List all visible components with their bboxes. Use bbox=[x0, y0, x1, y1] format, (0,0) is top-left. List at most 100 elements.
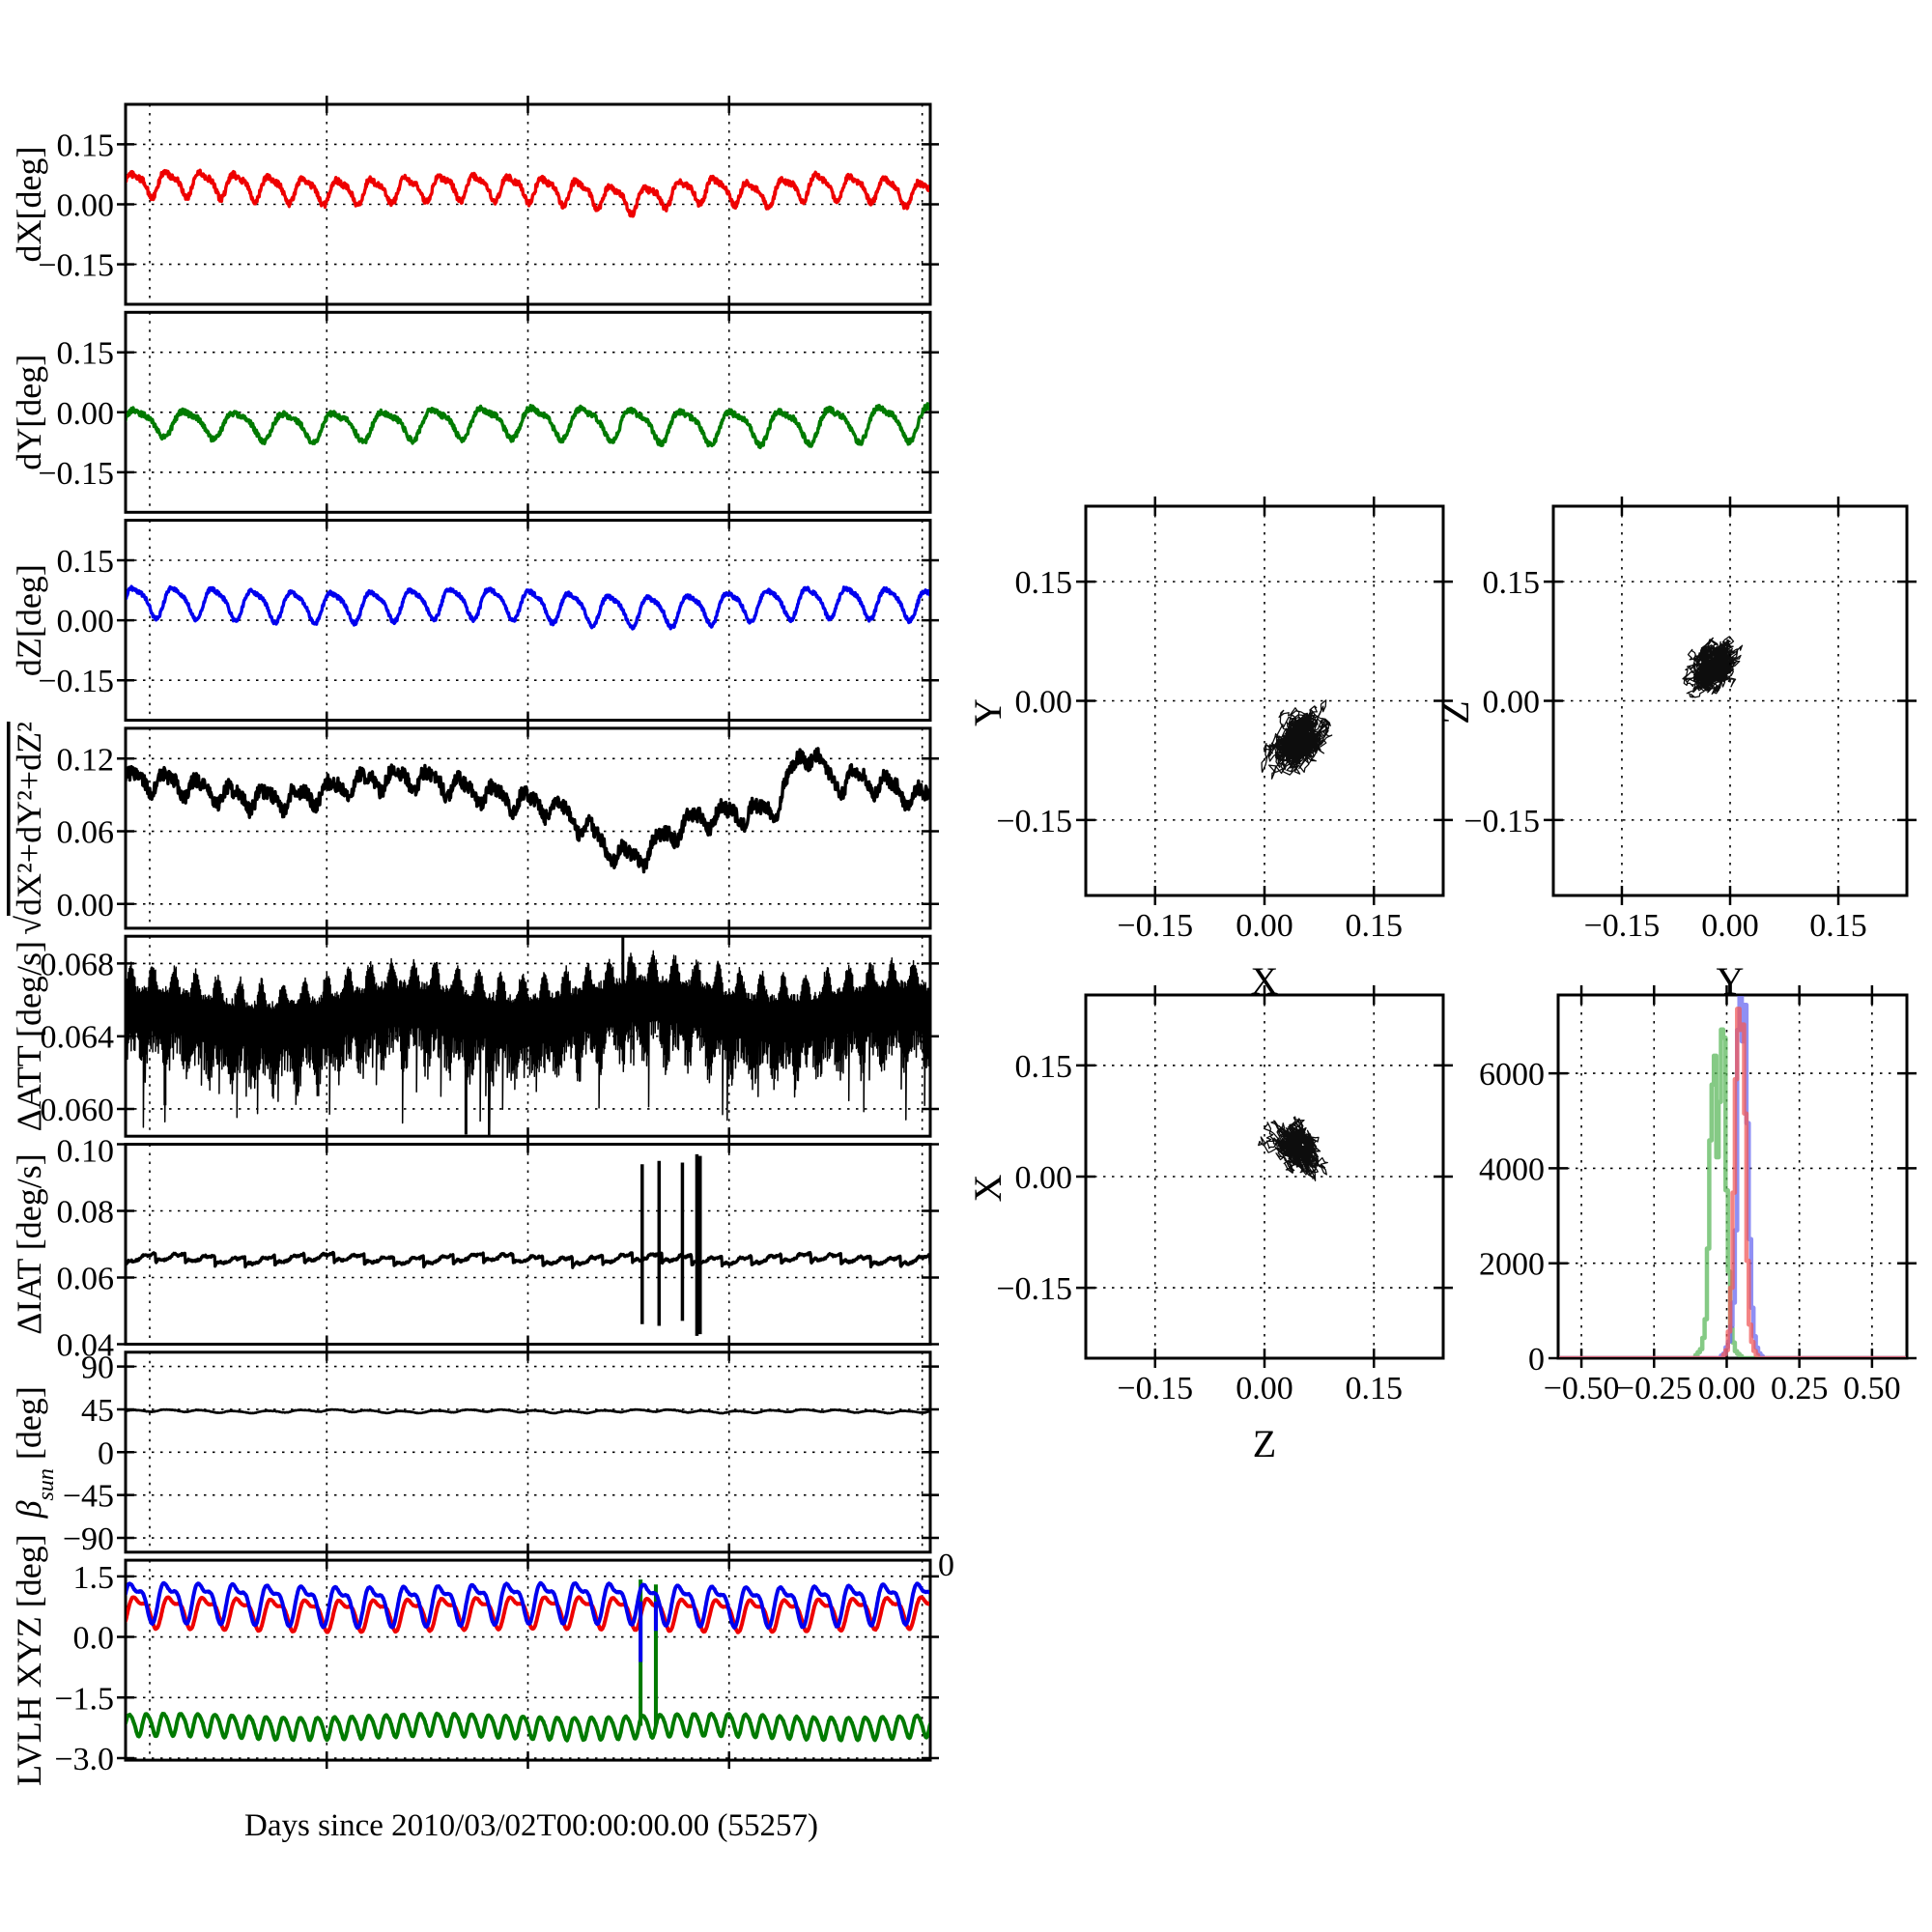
tick-label: 0.00 bbox=[1701, 908, 1759, 944]
data-series bbox=[1559, 996, 1906, 1357]
y-axis-label-dTotal: √dX²+dY²+dZ² bbox=[10, 722, 48, 935]
data-series bbox=[127, 1250, 929, 1269]
data-series bbox=[1682, 636, 1744, 698]
axes-frame bbox=[1551, 504, 1909, 897]
tick-label: −0.15 bbox=[38, 248, 114, 284]
tick-label: 0.00 bbox=[57, 604, 115, 639]
tick-label: 45 bbox=[81, 1393, 114, 1429]
tick-label: −0.50 bbox=[1544, 1371, 1620, 1406]
y-axis-label-lvlh: LVLH XYZ [deg] bbox=[10, 1534, 48, 1786]
data-series bbox=[1559, 1007, 1906, 1357]
tick-label: 0.10 bbox=[57, 1134, 115, 1170]
axes-frame bbox=[1556, 993, 1909, 1360]
tick-label: 0.00 bbox=[1015, 1160, 1073, 1196]
tick-label: 90 bbox=[81, 1350, 114, 1386]
data-series bbox=[127, 1580, 929, 1631]
y-axis-label-dZ: dZ[deg] bbox=[10, 564, 48, 676]
tick-label: 0.0 bbox=[73, 1621, 115, 1657]
tick-label: 0.15 bbox=[1015, 565, 1073, 601]
data-series bbox=[127, 950, 929, 1136]
plot-area bbox=[127, 937, 929, 1136]
tick-label: 0.00 bbox=[57, 396, 115, 432]
tick-label: 0.15 bbox=[57, 544, 115, 580]
tick-label: X bbox=[966, 1174, 1009, 1202]
tick-label: −90 bbox=[63, 1521, 114, 1557]
tick-label: 0.15 bbox=[1015, 1049, 1073, 1085]
y-axis-label-beta_sun: βsun [deg] bbox=[10, 1386, 59, 1519]
tick-label: −45 bbox=[63, 1479, 114, 1515]
panel-histogram: 6000 4000 2000 0−0.50−0.25 0.00 0.25 0.50 bbox=[1479, 985, 1917, 1406]
tick-label: 0.06 bbox=[57, 1262, 115, 1297]
tick-label: 0.08 bbox=[57, 1195, 115, 1231]
tick-label: 0.00 bbox=[1236, 1371, 1293, 1406]
y-axis-label-dIAT: ΔIAT [deg/s] bbox=[10, 1153, 48, 1334]
tick-label: 0.00 bbox=[57, 188, 115, 224]
tick-label: 0.064 bbox=[41, 1020, 115, 1056]
data-series bbox=[1559, 1027, 1906, 1357]
tick-label: −0.15 bbox=[996, 804, 1072, 839]
data-series bbox=[127, 1407, 929, 1415]
plot-area bbox=[127, 1579, 929, 1743]
tick-label: 0.00 bbox=[57, 888, 115, 923]
tick-label: 0.06 bbox=[57, 815, 115, 851]
tick-label: −0.25 bbox=[1616, 1371, 1692, 1406]
tick-label: 0.15 bbox=[1346, 908, 1404, 944]
tick-label: 0.15 bbox=[1346, 1371, 1404, 1406]
tick-label: −0.15 bbox=[996, 1271, 1072, 1307]
tick-label: 0.00 bbox=[1483, 685, 1541, 721]
y-axis-label-dY: dY[deg] bbox=[10, 355, 48, 470]
plot-area bbox=[1258, 1116, 1328, 1181]
plot-area bbox=[127, 584, 929, 631]
tick-label: 0.00 bbox=[1698, 1371, 1756, 1406]
panel-scatter_XZ: 0.15 0.00 −0.15 −0.15 0.00 0.15 X Z bbox=[966, 985, 1453, 1465]
tick-label: −0.15 bbox=[1463, 804, 1540, 839]
tick-label: −0.15 bbox=[38, 664, 114, 699]
tick-label: 0.15 bbox=[57, 336, 115, 372]
tick-label: −3.0 bbox=[54, 1742, 114, 1777]
x-axis-title: Days since 2010/03/02T00:00:00.00 (55257… bbox=[244, 1808, 818, 1843]
plot-area bbox=[127, 1407, 929, 1415]
tick-label: 1.5 bbox=[73, 1560, 115, 1596]
tick-label: 0.15 bbox=[57, 128, 115, 163]
axes-frame bbox=[124, 1143, 932, 1346]
data-series bbox=[127, 402, 929, 449]
data-series bbox=[127, 1711, 929, 1743]
data-series bbox=[127, 584, 929, 631]
tick-label: 6000 bbox=[1479, 1057, 1545, 1093]
tick-label: 4000 bbox=[1479, 1151, 1545, 1187]
data-series bbox=[1258, 1116, 1328, 1181]
tick-label: 0.00 bbox=[1015, 685, 1073, 721]
y-axis-label-dATT: ΔATT [deg/s] bbox=[10, 941, 48, 1131]
data-series bbox=[127, 168, 929, 218]
y-axis-label-dX: dX[deg] bbox=[10, 147, 48, 263]
tick-label: −1.5 bbox=[54, 1681, 114, 1717]
tick-label: 0.15 bbox=[1483, 565, 1541, 601]
plot-area bbox=[127, 747, 929, 874]
plot-area bbox=[1559, 996, 1906, 1357]
plot-area bbox=[127, 402, 929, 449]
tick-label: 0 bbox=[1528, 1342, 1545, 1378]
tick-label: 0.060 bbox=[41, 1093, 115, 1128]
tick-label: 0.04 bbox=[57, 1328, 115, 1364]
tick-label: 0.12 bbox=[57, 742, 115, 778]
tick-label: −0.15 bbox=[38, 456, 114, 492]
tick-label: 0.25 bbox=[1771, 1371, 1829, 1406]
tick-label: −0.15 bbox=[1117, 908, 1193, 944]
tick-label: 0 bbox=[98, 1435, 114, 1471]
plot-area bbox=[127, 1153, 929, 1336]
plot-area bbox=[127, 168, 929, 218]
tick-label: 0.00 bbox=[1236, 908, 1293, 944]
plot-area bbox=[1682, 636, 1744, 698]
panel-dTotal: 0.12 0.06 0.00 √dX²+dY²+dZ² bbox=[10, 719, 939, 937]
tick-label: −0.15 bbox=[1584, 908, 1661, 944]
plot-area bbox=[1261, 699, 1333, 780]
tick-label: −0.15 bbox=[1117, 1371, 1193, 1406]
tick-label: Z bbox=[1434, 700, 1477, 724]
